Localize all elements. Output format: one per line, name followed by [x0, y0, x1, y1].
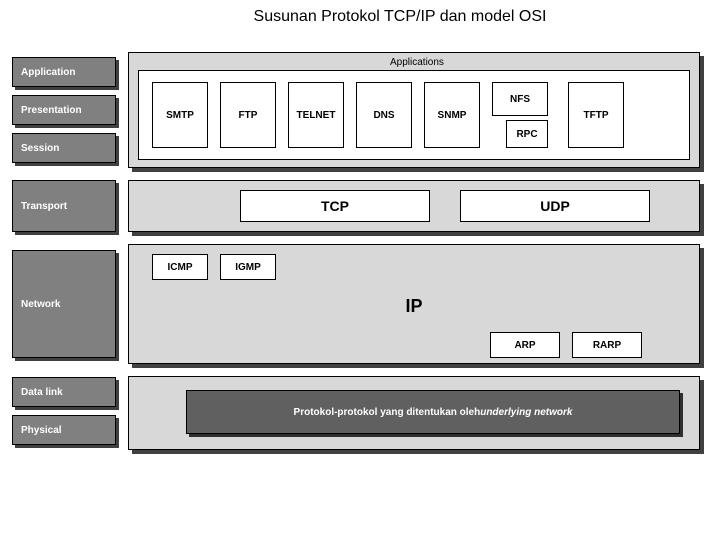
underlying-text-italic: underlying network [480, 407, 572, 418]
page-title: Susunan Protokol TCP/IP dan model OSI [92, 8, 708, 26]
osi-layer-data-link: Data link [12, 377, 116, 407]
app-protocol-smtp: SMTP [152, 82, 208, 148]
osi-layer-transport: Transport [12, 180, 116, 232]
app-protocol-dns: DNS [356, 82, 412, 148]
underlying-text-normal: Protokol-protokol yang ditentukan oleh [294, 407, 481, 418]
underlying-network-box: Protokol-protokol yang ditentukan olehun… [186, 390, 680, 434]
applications-section-label: Applications [390, 57, 444, 68]
app-protocol-telnet: TELNET [288, 82, 344, 148]
osi-layer-physical: Physical [12, 415, 116, 445]
diagram-container: Application Presentation Session Transport N… [12, 32, 708, 522]
app-protocol-tftp: TFTP [568, 82, 624, 148]
network-protocol-icmp: ICMP [152, 254, 208, 280]
osi-layer-session: Session [12, 133, 116, 163]
osi-layer-presentation: Presentation [12, 95, 116, 125]
app-protocol-rpc: RPC [506, 120, 548, 148]
network-protocol-rarp: RARP [572, 332, 642, 358]
network-protocol-arp: ARP [490, 332, 560, 358]
app-protocol-nfs: NFS [492, 82, 548, 116]
osi-layer-network: Network [12, 250, 116, 358]
ip-box: IP [142, 284, 686, 328]
osi-layer-application: Application [12, 57, 116, 87]
app-protocol-ftp: FTP [220, 82, 276, 148]
app-protocol-snmp: SNMP [424, 82, 480, 148]
transport-protocol-udp: UDP [460, 190, 650, 222]
transport-protocol-tcp: TCP [240, 190, 430, 222]
network-protocol-igmp: IGMP [220, 254, 276, 280]
